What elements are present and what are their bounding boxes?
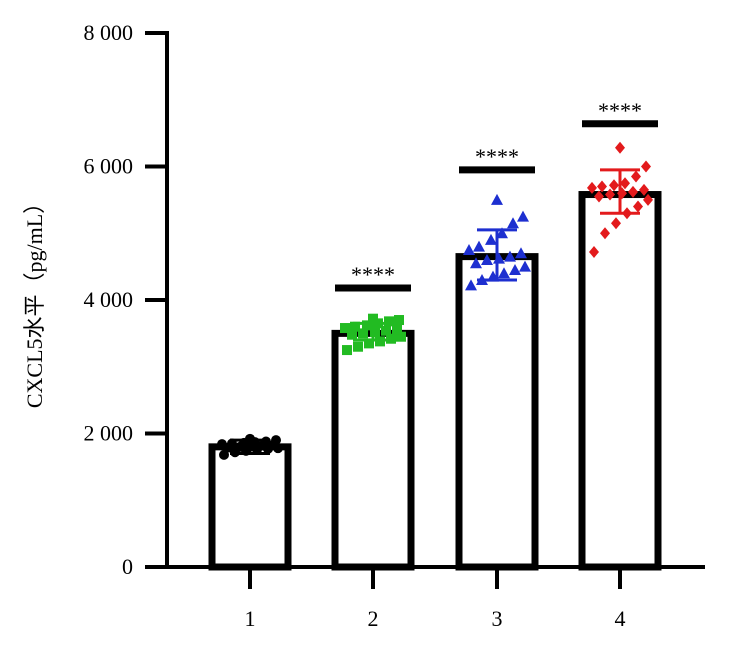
data-point-3 — [498, 267, 510, 279]
data-point-2 — [370, 327, 380, 338]
data-point-2 — [350, 321, 360, 332]
significance-label-4: **** — [598, 98, 642, 123]
error-bars-layer — [230, 168, 640, 456]
x-tick-label: 4 — [615, 606, 626, 631]
significance-layer: **** **** **** — [335, 98, 658, 292]
bar-1 — [208, 443, 292, 571]
data-point-2 — [347, 329, 357, 340]
data-point-2 — [392, 324, 402, 335]
data-point-3 — [465, 279, 477, 291]
data-point-4 — [628, 185, 638, 198]
y-tick-label: 2 000 — [84, 421, 134, 446]
data-point-2 — [396, 331, 406, 342]
y-axis-label: CXCL5水平（pg/mL） — [22, 192, 47, 408]
data-point-4 — [639, 183, 649, 196]
data-point-4 — [605, 188, 615, 201]
data-point-3 — [507, 217, 519, 229]
data-point-1 — [271, 435, 281, 446]
x-tick-label: 2 — [368, 606, 379, 631]
data-point-3 — [496, 227, 508, 239]
significance-label-3: **** — [475, 144, 519, 169]
data-point-4 — [594, 190, 604, 203]
y-ticks-layer: 0 2 000 4 000 6 000 8 000 — [84, 20, 167, 579]
data-point-2 — [394, 315, 404, 326]
data-point-1 — [219, 449, 229, 460]
x-tick-label: 1 — [245, 606, 256, 631]
data-point-2 — [358, 328, 368, 339]
data-point-3 — [491, 193, 503, 205]
data-point-3 — [485, 233, 497, 245]
y-tick-label: 6 000 — [84, 154, 134, 179]
data-point-4 — [643, 193, 653, 206]
data-point-4 — [633, 200, 643, 213]
data-point-4 — [631, 170, 641, 183]
data-point-3 — [517, 210, 529, 222]
data-point-4 — [641, 160, 651, 173]
data-point-4 — [589, 245, 599, 258]
significance-label-2: **** — [351, 262, 395, 287]
y-tick-label: 4 000 — [84, 287, 134, 312]
data-point-4 — [620, 177, 630, 190]
data-point-4 — [587, 181, 597, 194]
data-point-3 — [470, 257, 482, 269]
data-point-2 — [364, 338, 374, 349]
data-point-2 — [381, 325, 391, 336]
data-point-2 — [362, 320, 372, 331]
data-point-4 — [609, 179, 619, 192]
data-point-2 — [340, 323, 350, 334]
data-point-3 — [481, 253, 493, 265]
data-point-4 — [611, 217, 621, 230]
y-tick-label: 8 000 — [84, 20, 134, 45]
data-point-3 — [515, 247, 527, 259]
data-point-2 — [384, 316, 394, 327]
data-point-2 — [353, 341, 363, 352]
y-tick-label: 0 — [122, 554, 133, 579]
bar-3 — [455, 253, 539, 571]
data-point-3 — [519, 260, 531, 272]
data-point-4 — [615, 141, 625, 154]
x-tick-label: 3 — [492, 606, 503, 631]
bar-2 — [331, 329, 415, 571]
data-point-3 — [473, 240, 485, 252]
data-point-2 — [368, 313, 378, 324]
data-point-4 — [597, 180, 607, 193]
data-point-3 — [509, 263, 521, 275]
data-point-3 — [463, 243, 475, 255]
data-point-3 — [504, 250, 516, 262]
data-point-2 — [342, 345, 352, 356]
data-point-1 — [217, 439, 227, 450]
data-point-4 — [600, 227, 610, 240]
x-ticks-layer: 1 2 3 4 — [245, 567, 626, 631]
